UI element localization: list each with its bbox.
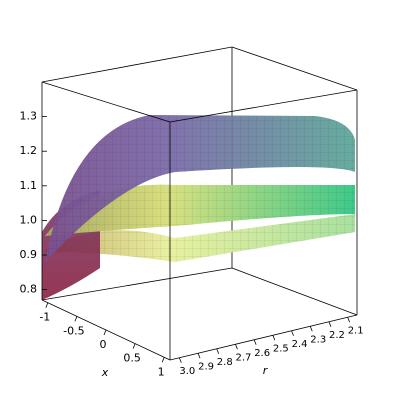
r-tick bbox=[347, 317, 351, 323]
x-tick bbox=[161, 357, 165, 363]
r-tick-label: 2.5 bbox=[273, 343, 289, 354]
r-tick bbox=[309, 326, 313, 332]
z-tick-label: 1.2 bbox=[20, 144, 38, 157]
x-tick-label: -1 bbox=[39, 311, 50, 324]
r-tick-label: 2.7 bbox=[235, 352, 251, 363]
x-tick bbox=[45, 302, 49, 308]
r-tick bbox=[178, 357, 182, 363]
x-tick bbox=[132, 343, 136, 349]
z-tick-label: 0.9 bbox=[20, 248, 38, 261]
r-tick-label: 2.3 bbox=[310, 334, 326, 345]
x-axis-label: x bbox=[101, 366, 109, 379]
r-tick-label: 2.4 bbox=[292, 339, 308, 350]
r-tick-label: 2.2 bbox=[329, 330, 345, 341]
r-tick-label: 2.9 bbox=[198, 361, 214, 372]
x-tick bbox=[74, 316, 78, 322]
r-tick bbox=[253, 339, 257, 345]
r-tick bbox=[197, 353, 201, 359]
x-tick-label: 0.5 bbox=[123, 352, 141, 365]
z-tick-label: 1.3 bbox=[20, 110, 38, 123]
z-tick-label: 1.0 bbox=[20, 213, 38, 226]
x-tick bbox=[103, 329, 107, 336]
r-tick bbox=[235, 344, 238, 350]
x-tick-label: 1 bbox=[158, 365, 165, 378]
r-tick bbox=[328, 321, 332, 327]
r-tick bbox=[272, 335, 276, 341]
r-tick bbox=[216, 348, 220, 354]
r-tick-label: 2.6 bbox=[254, 348, 270, 359]
r-tick-label: 2.1 bbox=[348, 325, 364, 336]
z-tick-label: 0.8 bbox=[20, 283, 38, 296]
x-tick-label: 0 bbox=[100, 338, 107, 351]
r-tick-label: 2.8 bbox=[217, 357, 233, 368]
r-tick bbox=[291, 330, 294, 336]
box-front bbox=[41, 81, 358, 361]
r-axis-label: r bbox=[263, 364, 269, 377]
r-tick-label: 3.0 bbox=[179, 366, 195, 377]
surfaces bbox=[42, 115, 355, 300]
x-tick-label: -0.5 bbox=[63, 324, 84, 337]
z-tick-label: 1.1 bbox=[20, 179, 38, 192]
